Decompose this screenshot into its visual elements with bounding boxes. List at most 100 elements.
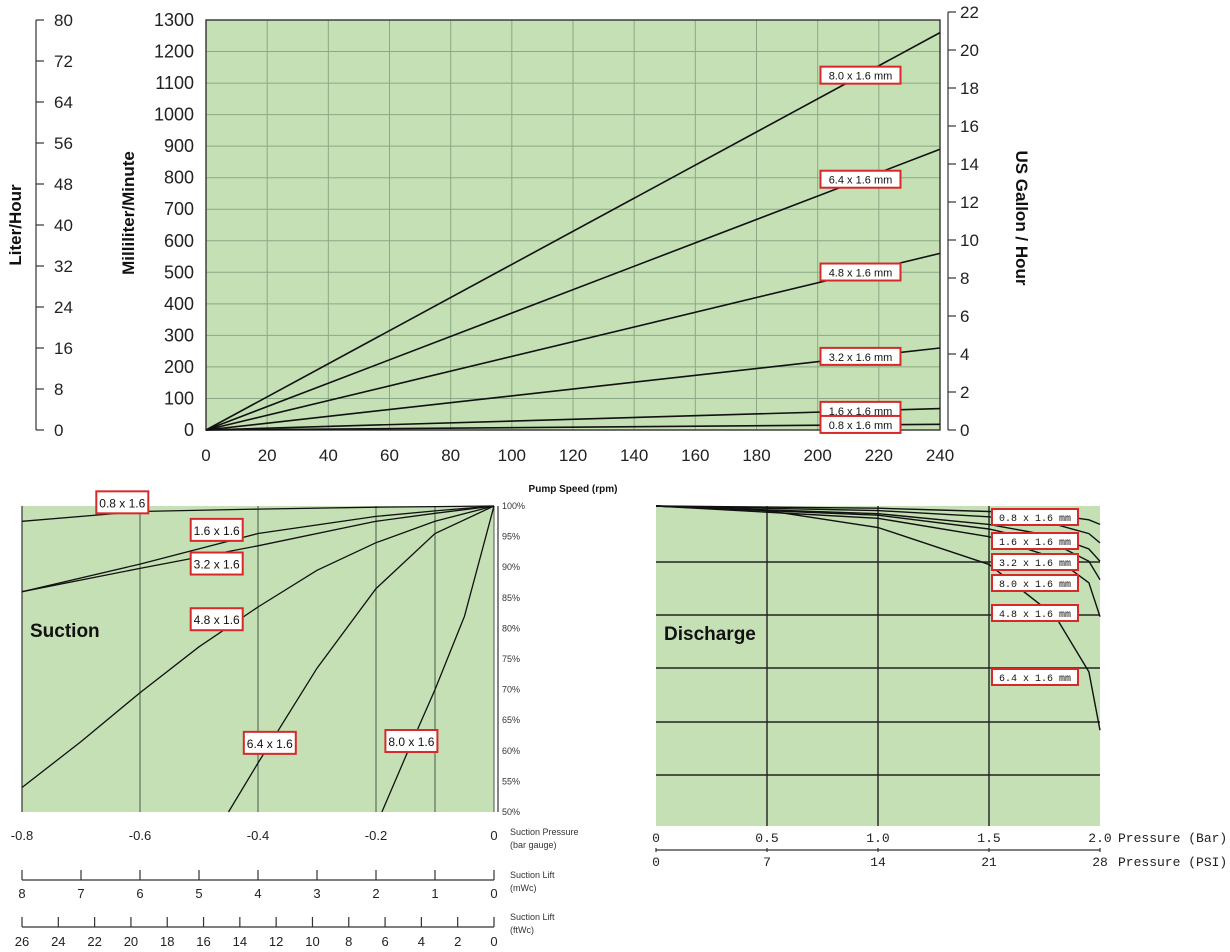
discharge-x-ticks: 0 0.5 1.0 1.5 2.0 Pressure (Bar) 0 7 14 21 28 Press… bbox=[652, 831, 1227, 870]
right-axis-tick-label: 14 bbox=[960, 155, 979, 174]
suction-series-label: 6.4 x 1.6 bbox=[247, 737, 293, 751]
suction-series-line bbox=[21, 505, 495, 593]
suction-y-tick-label: 70% bbox=[502, 685, 520, 695]
flow-series-label-box bbox=[819, 169, 902, 189]
left-axis-tick-label: 24 bbox=[54, 298, 73, 317]
suction-series-label-box bbox=[95, 490, 150, 515]
suction-series-line bbox=[21, 505, 495, 789]
flow-x-tick-label: 160 bbox=[681, 446, 709, 465]
suction-y-tick-label: 90% bbox=[502, 562, 520, 572]
discharge-series-label-box bbox=[991, 604, 1079, 622]
flow-y-axis-label: Milliliter/Minute bbox=[119, 151, 138, 275]
left-axis-tick-label: 80 bbox=[54, 11, 73, 30]
right-axis-tick-label: 18 bbox=[960, 79, 979, 98]
flow-x-tick-label: 220 bbox=[865, 446, 893, 465]
left-axis-tick-label: 16 bbox=[54, 339, 73, 358]
discharge-series-label: 0.8 x 1.6 mm bbox=[999, 514, 1071, 525]
flow-x-tick-label: 240 bbox=[926, 446, 954, 465]
flow-plot-frame bbox=[205, 19, 941, 431]
flow-y-tick-label: 100 bbox=[164, 388, 194, 408]
suction-y-tick-label: 85% bbox=[502, 593, 520, 603]
right-axis-tick-label: 16 bbox=[960, 117, 979, 136]
discharge-series-label-box bbox=[991, 553, 1079, 571]
discharge-series-line bbox=[655, 505, 1101, 562]
discharge-labels-group: 0.8 x 1.6 mm 1.6 x 1.6 mm 3.2 x 1.6 mm 8.0 … bbox=[991, 508, 1079, 686]
discharge-x-tick-label: 0 bbox=[652, 831, 660, 846]
mwc-axis-tick-label: 3 bbox=[313, 886, 320, 901]
mwc-axis-tick-label: 2 bbox=[372, 886, 379, 901]
flow-y-ticks: 0 100 200 300 400 500 600 700 800 900 1000 1100 1200… bbox=[154, 10, 194, 440]
flow-right-axis-label: US Gallon / Hour bbox=[1012, 150, 1031, 285]
flow-x-tick-label: 200 bbox=[803, 446, 831, 465]
right-axis-tick-label: 12 bbox=[960, 193, 979, 212]
discharge-x-tick-label: 1.5 bbox=[977, 831, 1000, 846]
flow-y-tick-label: 700 bbox=[164, 199, 194, 219]
suction-labels-group: 0.8 x 1.6 1.6 x 1.6 3.2 x 1.6 4.8 x 1.6 6.4 … bbox=[95, 490, 439, 755]
discharge-psi-tick-label: 7 bbox=[763, 855, 771, 870]
flow-y-tick-label: 1000 bbox=[154, 105, 194, 125]
suction-title: Suction bbox=[30, 621, 100, 642]
flow-series-label: 1.6 x 1.6 mm bbox=[829, 406, 893, 418]
mwc-axis-tick-label: 4 bbox=[254, 886, 261, 901]
flow-series-label-box bbox=[819, 414, 902, 434]
flow-series-line bbox=[205, 148, 941, 431]
discharge-series-label: 4.8 x 1.6 mm bbox=[999, 610, 1071, 621]
suction-y-tick-label: 50% bbox=[502, 807, 520, 817]
suction-series-label: 1.6 x 1.6 bbox=[194, 524, 240, 538]
flow-left-axis: 0 8 16 24 32 40 48 56 64 72 80 bbox=[35, 11, 73, 440]
suction-series-line bbox=[21, 505, 495, 593]
left-axis-tick-label: 56 bbox=[54, 134, 73, 153]
suction-x-axis-label-unit: (bar gauge) bbox=[510, 840, 557, 850]
flow-series-label-box bbox=[819, 65, 902, 85]
suction-y-tick-label: 80% bbox=[502, 623, 520, 633]
flow-labels-group: 8.0 x 1.6 mm 6.4 x 1.6 mm 4.8 x 1.6 mm 3.2 … bbox=[819, 65, 902, 434]
flow-y-tick-label: 800 bbox=[164, 168, 194, 188]
mwc-axis-label-unit: (mWc) bbox=[510, 883, 537, 893]
discharge-series-label-box bbox=[991, 508, 1079, 526]
suction-series-label-box bbox=[189, 607, 244, 632]
suction-x-tick-label: -0.6 bbox=[129, 828, 151, 843]
flow-y-tick-label: 1200 bbox=[154, 42, 194, 62]
discharge-x-tick-label: 2.0 bbox=[1088, 831, 1111, 846]
flow-y-tick-label: 500 bbox=[164, 262, 194, 282]
flow-x-tick-label: 40 bbox=[319, 446, 338, 465]
ftwc-axis-tick-label: 0 bbox=[490, 934, 497, 949]
suction-y-tick-label: 100% bbox=[502, 501, 525, 511]
suction-x-axis-label: Suction Pressure bbox=[510, 827, 579, 837]
flow-y-tick-label: 200 bbox=[164, 357, 194, 377]
right-axis-tick-label: 22 bbox=[960, 3, 979, 22]
right-axis-tick-label: 2 bbox=[960, 383, 969, 402]
ftwc-axis-tick-label: 8 bbox=[345, 934, 352, 949]
flow-series-line bbox=[205, 31, 941, 431]
flow-series-line bbox=[205, 423, 941, 431]
ftwc-axis-label: Suction Lift bbox=[510, 912, 555, 922]
suction-y-tick-label: 55% bbox=[502, 776, 520, 786]
ftwc-axis-tick-label: 14 bbox=[233, 934, 247, 949]
ftwc-axis-tick-label: 26 bbox=[15, 934, 29, 949]
discharge-x-axis-label: Pressure (Bar) bbox=[1118, 831, 1227, 846]
discharge-title: Discharge bbox=[664, 624, 756, 645]
suction-series-label: 0.8 x 1.6 bbox=[99, 496, 145, 510]
suction-series-group bbox=[21, 505, 495, 813]
discharge-series-label: 6.4 x 1.6 mm bbox=[999, 674, 1071, 685]
suction-series-line bbox=[381, 505, 495, 813]
suction-x-ticks: -0.8 -0.6 -0.4 -0.2 0 Suction Pressure (bar ga… bbox=[11, 827, 579, 850]
left-axis-tick-label: 48 bbox=[54, 175, 73, 194]
suction-series-label-box bbox=[189, 517, 244, 542]
ftwc-axis-tick-label: 22 bbox=[87, 934, 101, 949]
flow-y-tick-label: 300 bbox=[164, 325, 194, 345]
right-axis-tick-label: 8 bbox=[960, 269, 969, 288]
flow-y-tick-label: 400 bbox=[164, 294, 194, 314]
suction-y-tick-label: 75% bbox=[502, 654, 520, 664]
ftwc-axis-tick-label: 10 bbox=[305, 934, 319, 949]
left-axis-tick-label: 40 bbox=[54, 216, 73, 235]
flow-y-tick-label: 1300 bbox=[154, 10, 194, 30]
suction-series-label-box bbox=[384, 729, 439, 754]
mwc-axis-tick-label: 5 bbox=[195, 886, 202, 901]
discharge-chart: 0.8 x 1.6 mm 1.6 x 1.6 mm 3.2 x 1.6 mm 8.0 … bbox=[652, 505, 1227, 870]
discharge-series-line bbox=[655, 505, 1101, 731]
flow-series-line bbox=[205, 252, 941, 431]
suction-lift-mwc-axis: 8 7 6 5 4 3 2 1 0 Suction Lift (mWc) bbox=[18, 870, 555, 901]
